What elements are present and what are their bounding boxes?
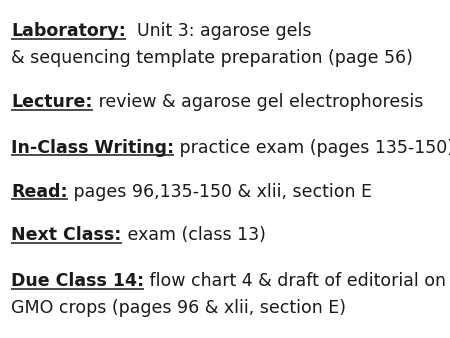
Text: Read:: Read: xyxy=(11,183,68,200)
Text: pages 96,135-150 & xlii, section E: pages 96,135-150 & xlii, section E xyxy=(68,183,372,200)
Text: exam (class 13): exam (class 13) xyxy=(122,226,266,244)
Text: Lecture:: Lecture: xyxy=(11,93,93,111)
Text: flow chart 4 & draft of editorial on: flow chart 4 & draft of editorial on xyxy=(144,272,446,290)
Text: Next Class:: Next Class: xyxy=(11,226,122,244)
Text: Laboratory:: Laboratory: xyxy=(11,22,126,40)
Text: review & agarose gel electrophoresis: review & agarose gel electrophoresis xyxy=(93,93,423,111)
Text: In-Class Writing:: In-Class Writing: xyxy=(11,139,175,156)
Text: practice exam (pages 135-150): practice exam (pages 135-150) xyxy=(175,139,450,156)
Text: Due Class 14:: Due Class 14: xyxy=(11,272,144,290)
Text: GMO crops (pages 96 & xlii, section E): GMO crops (pages 96 & xlii, section E) xyxy=(11,299,346,317)
Text: & sequencing template preparation (page 56): & sequencing template preparation (page … xyxy=(11,49,413,67)
Text: Unit 3: agarose gels: Unit 3: agarose gels xyxy=(126,22,311,40)
